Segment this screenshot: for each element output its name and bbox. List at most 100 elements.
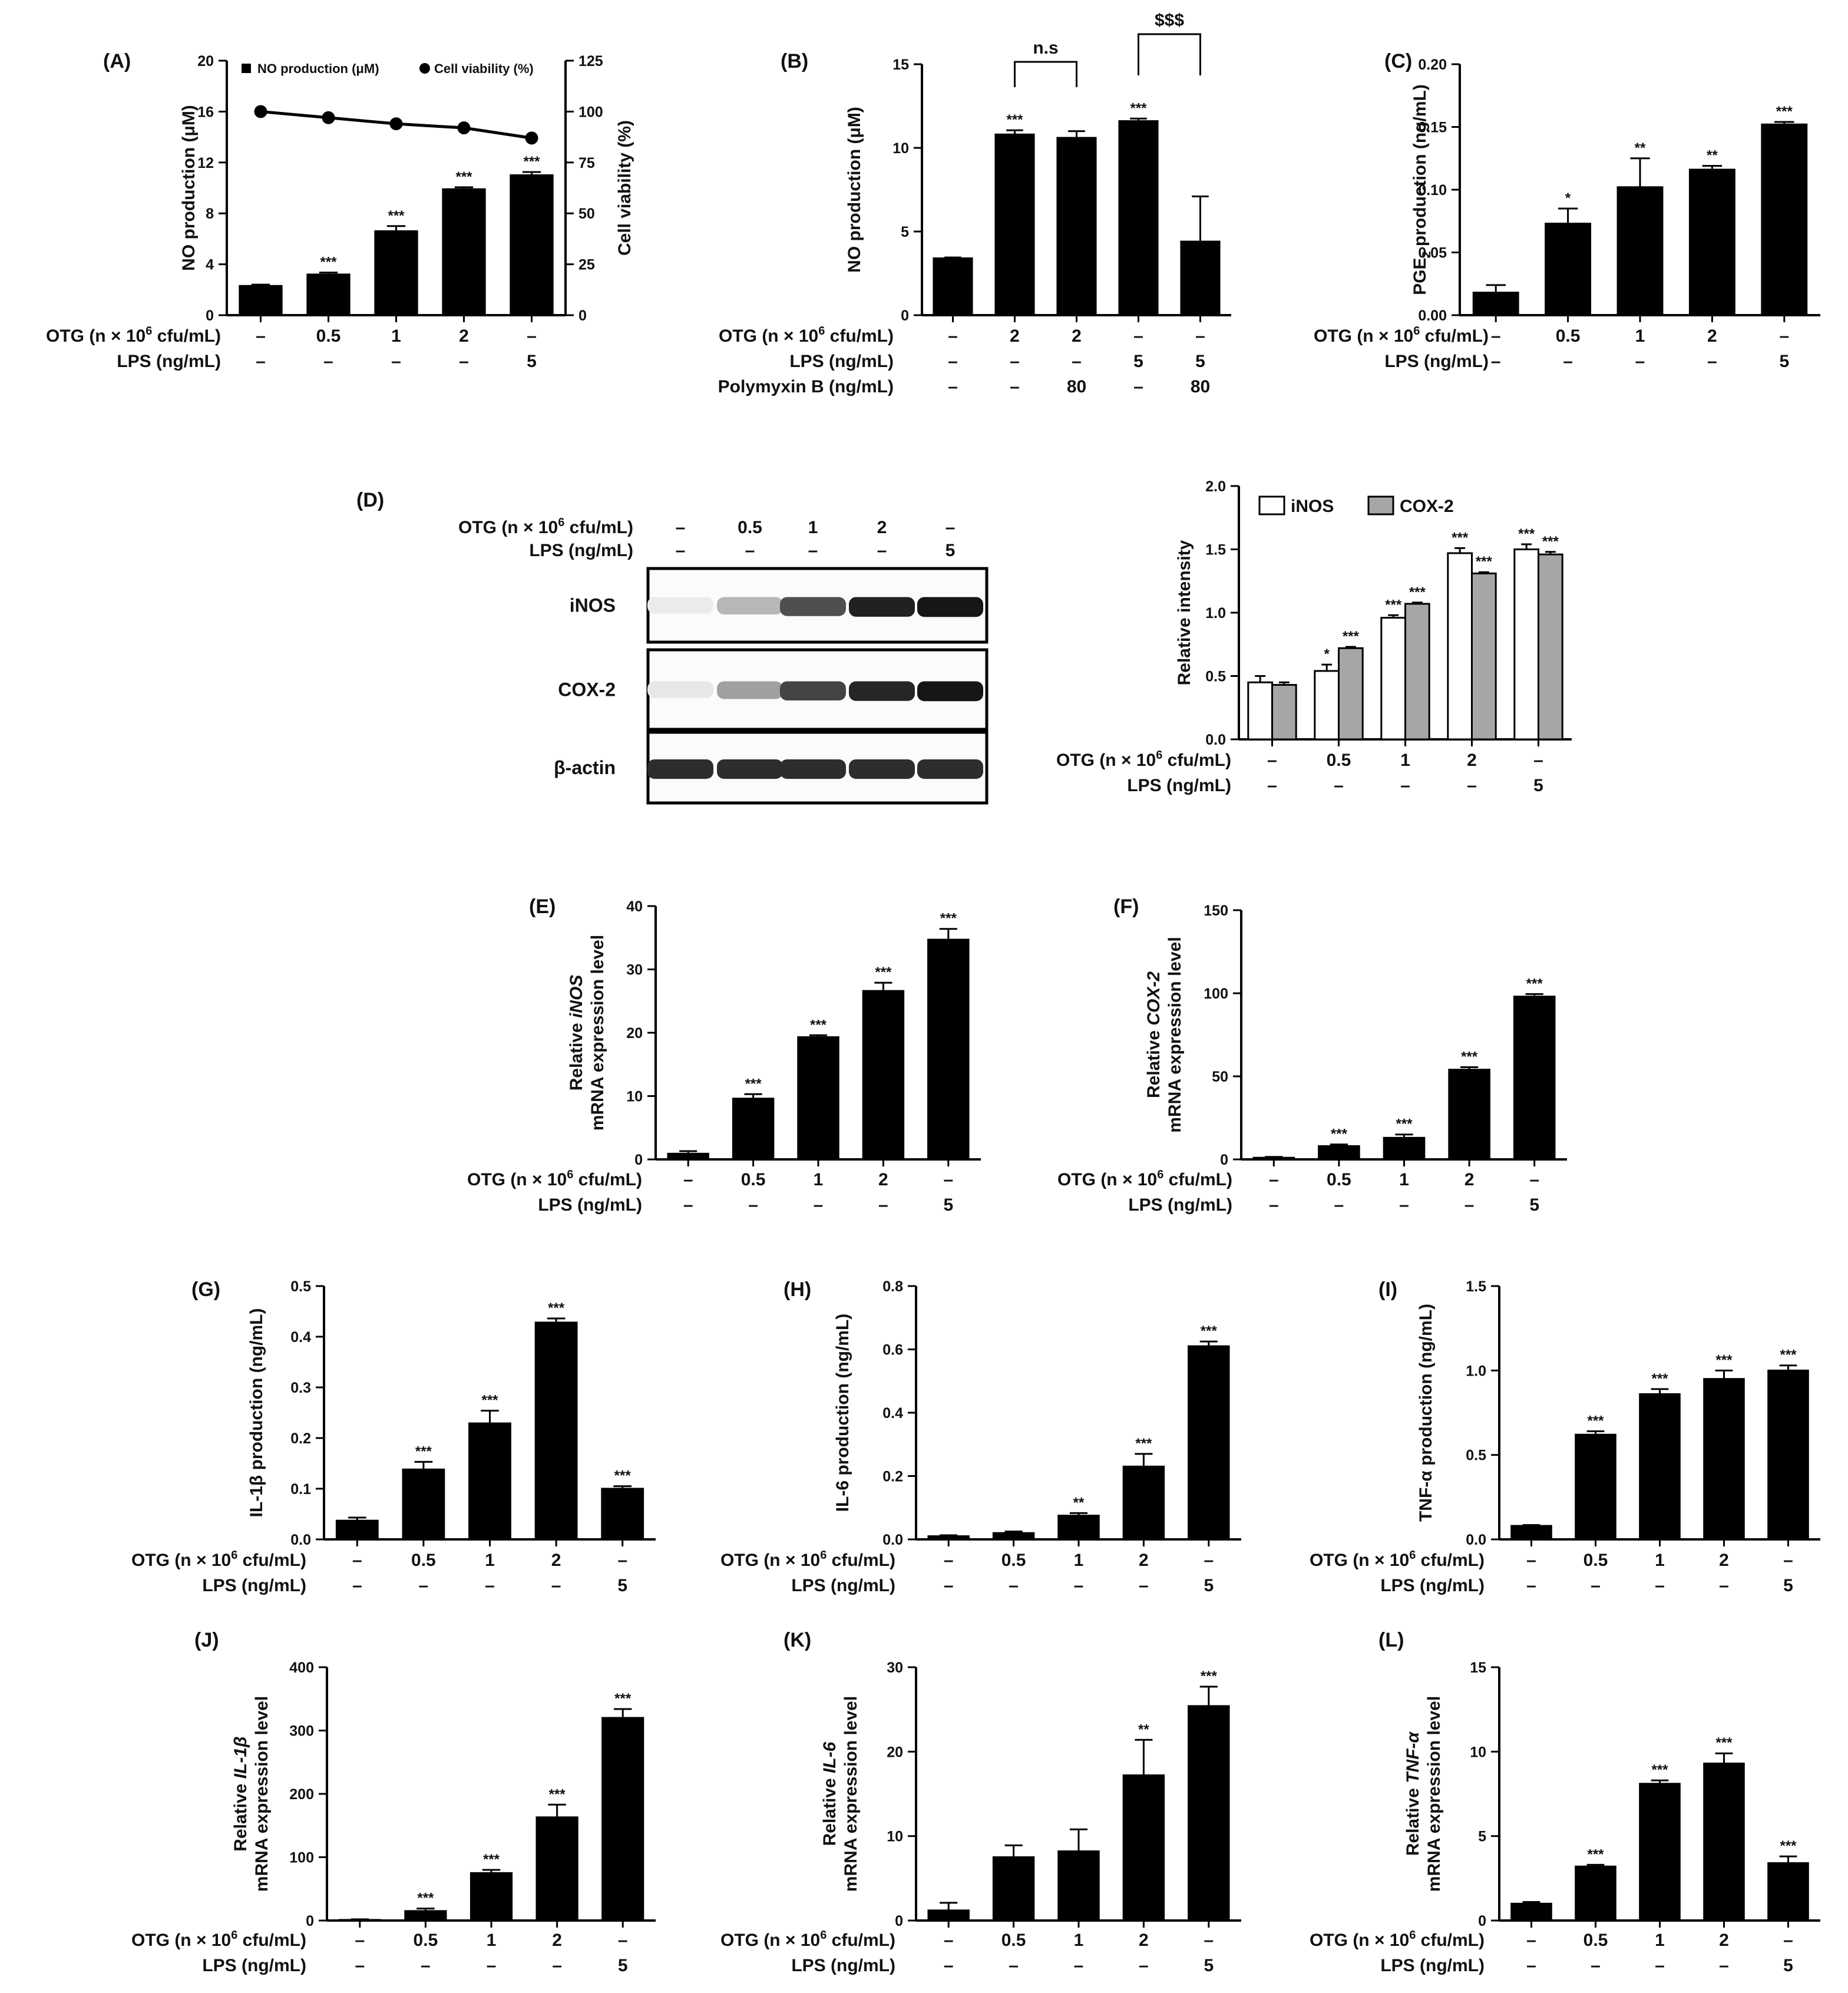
otg-value: 0.5 [1327,1170,1351,1189]
lps-row-label: LPS (ng/mL) [1128,1195,1232,1215]
lps-row-label: LPS (ng/mL) [1384,352,1489,371]
y2-tick-label: 0 [578,308,587,324]
significance-mark: *** [483,1852,500,1868]
lps-value: – [808,541,818,560]
lps-value: – [352,1576,362,1595]
otg-row-label: OTG (n × 106 cfu/mL) [1057,1168,1232,1189]
bar-K-4 [1189,1706,1229,1921]
y-tick-label: 0.0 [1466,1532,1486,1548]
lps-value: – [485,1576,495,1595]
y-tick-label: 0.4 [882,1405,903,1422]
lps-value: 5 [618,1956,628,1975]
lps-value: 5 [1529,1195,1539,1215]
otg-value: 2 [1139,1931,1149,1950]
y-tick-label: 1.0 [1205,605,1226,622]
y-tick-label: 200 [289,1786,314,1803]
blot-label-COX-2: COX-2 [558,679,616,700]
significance-mark: *** [1651,1762,1668,1778]
viability-point [390,117,403,130]
otg-row-label: OTG (n × 106 cfu/mL) [719,325,894,346]
band [849,682,915,701]
lps-value: – [1655,1576,1665,1595]
y-tick-label: 0.20 [1418,57,1447,73]
bar-G-4 [602,1489,643,1539]
y-axis-label-line2: mRNA expression level [841,1696,861,1892]
y-tick-label: 0 [206,308,214,324]
y-tick-label: 0.0 [882,1532,903,1548]
significance-mark: *** [1518,526,1535,542]
otg-value: 2 [1464,1170,1475,1189]
panel-label-E: (E) [529,895,556,918]
comparison-label: $$$ [1155,11,1184,30]
otg-value: – [944,1931,954,1950]
otg-row-label: OTG (n × 106 cfu/mL) [1310,1549,1485,1570]
y-axis-label: IL-6 production (ng/mL) [833,1314,852,1512]
y-tick-label: 0.00 [1418,308,1447,324]
legend-circle-marker [419,63,430,74]
significance-mark: *** [1587,1846,1604,1862]
bar-K-3 [1123,1775,1163,1921]
otg-value: – [1779,326,1789,346]
significance-mark: *** [940,911,957,927]
y-tick-label: 2.0 [1205,478,1226,495]
bar-F-2 [1384,1138,1424,1159]
bar-D-0-COX-2 [1272,685,1297,739]
otg-value: 1 [487,1931,497,1950]
lps-value: – [355,1956,365,1975]
legend-cox2-swatch [1368,497,1393,514]
panel-label-B: (B) [781,50,808,72]
lps-value: – [948,352,958,371]
y2-tick-label: 75 [578,155,595,171]
panel-label-F: (F) [1113,895,1139,918]
y-tick-label: 1.5 [1205,542,1226,558]
y-tick-label: 0.2 [882,1469,903,1485]
significance-mark: *** [1385,597,1402,613]
bar-D-1-iNOS [1315,671,1339,739]
otg-value: – [948,326,958,346]
y-tick-label: 0.6 [882,1342,903,1359]
significance-mark: *** [548,1300,565,1316]
bar-C-4 [1762,124,1807,315]
y-tick-label: 0.4 [290,1329,311,1346]
lps-value: – [551,1576,561,1595]
band [717,759,783,779]
y-tick-label: 0.5 [1205,669,1226,685]
lps-row-label: LPS (ng/mL) [1380,1956,1485,1975]
band [849,597,915,617]
otg-value: – [1526,1931,1536,1950]
y-axis-label: Relative intensity [1175,540,1194,685]
significance-mark: *** [614,1468,632,1484]
y-axis-label: NO production (μM) [845,107,864,273]
y-tick-label: 10 [892,140,909,157]
otg-value: 1 [485,1551,495,1570]
lps-value: – [1334,776,1344,795]
otg-value: 2 [1010,326,1020,346]
lps-value: – [487,1956,497,1975]
y-tick-label: 30 [887,1660,903,1676]
chart-C: (C) 0.00 0.05 0.10 0.15 0.20 PGE2 production (… [1314,50,1820,371]
otg-value: – [943,1170,953,1189]
y2-axis-label: Cell viability (%) [615,120,634,256]
y-tick-label: 16 [197,104,214,120]
bar-E-4 [928,940,968,1159]
panel-label-A: (A) [103,50,131,72]
y-tick-label: 400 [289,1660,314,1676]
lps-row-label: LPS (ng/mL) [538,1195,642,1215]
significance-mark: *** [1542,534,1559,550]
significance-mark: *** [1587,1413,1604,1429]
lps-value: – [745,541,755,560]
significance-mark: *** [549,1786,566,1802]
bar-A-4 [511,175,553,315]
otg-row-label: OTG (n × 106 cfu/mL) [720,1929,895,1950]
otg-value: 0.5 [1583,1931,1608,1950]
y-tick-label: 0.5 [1466,1447,1486,1464]
bar-E-2 [798,1037,838,1159]
significance-mark: *** [320,255,337,270]
otg-value: 0.5 [1001,1931,1026,1950]
bar-D-4-COX-2 [1539,554,1563,739]
panel-label-I: (I) [1378,1278,1397,1301]
otg-value: 2 [551,1551,561,1570]
lps-row-label: LPS (ng/mL) [791,1576,895,1595]
otg-value: – [617,1551,627,1570]
chart-H: (H) 0.0 0.2 0.4 0.6 0.8 IL-6 production (ng/mL… [720,1278,1241,1595]
